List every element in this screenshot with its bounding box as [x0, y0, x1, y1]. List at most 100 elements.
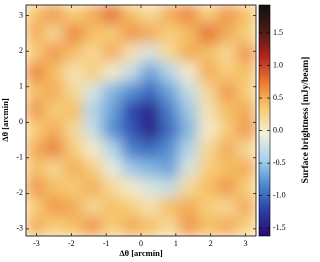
heatmap-cell [26, 100, 46, 121]
heatmap-cell [178, 43, 199, 64]
heatmap-cell [44, 100, 65, 121]
heatmap-cell [140, 177, 161, 198]
heatmap-cell [140, 23, 161, 44]
heatmap-cell [83, 62, 104, 83]
heatmap-cell [44, 139, 65, 160]
heatmap-cell [26, 177, 46, 198]
heatmap-cell [217, 139, 238, 160]
heatmap-cell [26, 81, 46, 102]
heatmap-cell [83, 177, 104, 198]
heatmap-cell [44, 5, 65, 25]
heatmap-cell [26, 62, 46, 83]
heatmap-cell [140, 43, 161, 64]
colorbar-tick-label: -0.5 [273, 158, 286, 167]
heatmap-cell [26, 23, 46, 44]
heatmap-cell [44, 158, 65, 179]
heatmap-cell [44, 177, 65, 198]
heatmap-cell [236, 216, 256, 236]
heatmap-cell [198, 139, 219, 160]
y-tick-label: -3 [16, 224, 23, 233]
heatmap-cell [102, 23, 123, 44]
heatmap-cell [63, 62, 84, 83]
heatmap-cell [63, 23, 84, 44]
heatmap-cell [217, 62, 238, 83]
heatmap-cell [159, 100, 180, 121]
heatmap-cell [217, 158, 238, 179]
heatmap-cell [236, 62, 256, 83]
heatmap-cell [121, 120, 142, 141]
y-tick-label: 2 [19, 46, 23, 55]
heatmap-cell [121, 197, 142, 218]
heatmap-cell [83, 43, 104, 64]
heatmap-cell [102, 120, 123, 141]
heatmap-cell [44, 62, 65, 83]
heatmap-cell [121, 23, 142, 44]
heatmap-cell [178, 100, 199, 121]
x-tick-label: -2 [68, 239, 75, 248]
heatmap-cell [217, 23, 238, 44]
heatmap-cell [217, 100, 238, 121]
heatmap-cell [140, 120, 161, 141]
heatmap-cell [26, 197, 46, 218]
colorbar-tick-label: 0.0 [273, 125, 283, 134]
heatmap-cell [198, 177, 219, 198]
heatmap-cell [63, 43, 84, 64]
colorbar-tick-label: 0.5 [273, 93, 283, 102]
colorbar-tick-label: 1.0 [273, 60, 283, 69]
heatmap-cell [83, 23, 104, 44]
heatmap-cell [178, 139, 199, 160]
heatmap-cell [178, 216, 199, 236]
colorbar-tick-label: -1.0 [273, 190, 286, 199]
heatmap-cell [159, 120, 180, 141]
heatmap-cell [217, 81, 238, 102]
heatmap-cell [140, 62, 161, 83]
heatmap-cell [140, 197, 161, 218]
heatmap-cell [236, 43, 256, 64]
heatmap-cell [140, 5, 161, 25]
heatmap-cell [102, 81, 123, 102]
heatmap-cell [83, 5, 104, 25]
x-tick-label: 0 [139, 239, 143, 248]
y-tick-label: -1 [16, 153, 23, 162]
heatmap-cell [121, 5, 142, 25]
y-axis-label: Δθ [arcmin] [0, 98, 10, 142]
heatmap-cell [83, 158, 104, 179]
heatmap-cell [83, 197, 104, 218]
colorbar-tick-label: -1.5 [273, 223, 286, 232]
heatmap-cell [140, 139, 161, 160]
heatmap-cell [236, 23, 256, 44]
colorbar [258, 4, 271, 237]
heatmap-cell [198, 81, 219, 102]
heatmap-cell [121, 177, 142, 198]
heatmap-cell [140, 158, 161, 179]
heatmap-cell [236, 177, 256, 198]
heatmap-cell [217, 120, 238, 141]
y-tick-label: 0 [19, 117, 23, 126]
heatmap-cell [178, 81, 199, 102]
y-tick-label: 3 [19, 10, 23, 19]
heatmap-cell [63, 81, 84, 102]
heatmap-cell [44, 216, 65, 236]
heatmap-cell [121, 62, 142, 83]
heatmap-cell [83, 81, 104, 102]
heatmap-cell [198, 158, 219, 179]
heatmap-cell [159, 158, 180, 179]
heatmap-cell [26, 158, 46, 179]
heatmap-cell [159, 62, 180, 83]
heatmap-cell [198, 23, 219, 44]
heatmap-cell [159, 23, 180, 44]
heatmap-cell [63, 139, 84, 160]
heatmap-cell [198, 5, 219, 25]
heatmap-cell [26, 139, 46, 160]
heatmap-cell [140, 81, 161, 102]
heatmap-cell [63, 100, 84, 121]
y-tick-label: -2 [16, 188, 23, 197]
colorbar-label: Surface brightness [mJy/beam] [301, 57, 311, 184]
heatmap-cell [217, 197, 238, 218]
heatmap-cell [159, 197, 180, 218]
heatmap-cell [102, 177, 123, 198]
heatmap-cell [236, 5, 256, 25]
heatmap-cell [121, 43, 142, 64]
heatmap-cell [198, 43, 219, 64]
heatmap-cell [44, 43, 65, 64]
